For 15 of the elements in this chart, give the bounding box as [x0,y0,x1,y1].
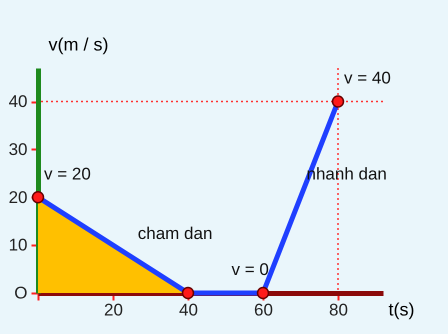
annotation: v = 20 [44,164,91,184]
y-tick-label: 20 [8,188,28,207]
x-tick-label: 80 [329,300,348,320]
y-tick-label: 40 [8,92,28,112]
y-tick-label: 10 [8,236,28,255]
x-axis-title: t(s) [388,300,414,320]
annotation: v = 40 [344,68,391,88]
y-tick-label: 30 [8,140,28,159]
x-tick-label: 60 [254,300,273,320]
y-tick-label: O [14,284,28,302]
annotation: v = 0 [232,260,269,279]
x-tick-label: 40 [179,300,198,320]
x-tick-label: 20 [104,300,123,320]
annotation: cham dan [138,224,212,244]
y-axis-title: v(m / s) [48,34,108,54]
